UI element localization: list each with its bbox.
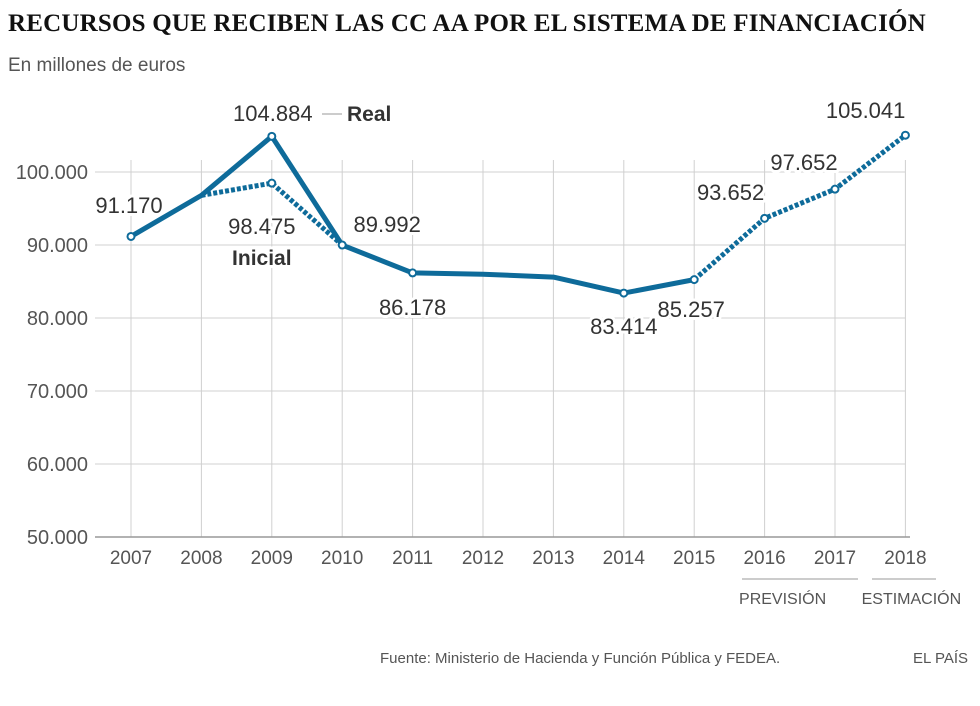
x-tick-label: 2017 [814, 548, 856, 569]
data-point-marker [337, 240, 347, 250]
data-point-marker [760, 213, 770, 223]
y-tick-label: 70.000 [27, 381, 88, 403]
data-point-marker [408, 268, 418, 278]
data-label: 86.178 [379, 295, 446, 320]
data-label: 89.992 [354, 212, 421, 237]
annotation-real: Real [347, 103, 391, 126]
data-label: 105.041 [826, 98, 906, 123]
x-tick-label: 2009 [251, 548, 293, 569]
data-point-marker [126, 231, 136, 241]
label-layer: 91.170 104.884 98.475 89.992 86.178 83.41485.… [92, 95, 908, 342]
source-note: Fuente: Ministerio de Hacienda y Función… [380, 650, 781, 667]
prevision-label: PREVISIÓN [739, 589, 826, 608]
data-label: 83.414 [590, 314, 657, 339]
data-label: 98.475 [228, 214, 295, 239]
chart-title: RECURSOS QUE RECIBEN LAS CC AA POR EL SI… [8, 10, 926, 37]
brand-label: EL PAÍS [913, 650, 969, 667]
data-label: 93.652 [697, 180, 764, 205]
data-label: 97.652 [770, 150, 837, 175]
x-tick-label: 2018 [884, 548, 926, 569]
grid-layer [95, 160, 906, 537]
estimacion-label: ESTIMACIÓN [862, 589, 962, 608]
x-tick-label: 2010 [321, 548, 363, 569]
y-tick-label: 80.000 [27, 308, 88, 330]
data-label: 85.257 [658, 297, 725, 322]
data-label: 104.884 [233, 101, 313, 126]
data-point-marker [619, 288, 629, 298]
x-tick-label: 2016 [743, 548, 785, 569]
data-point-marker [900, 130, 910, 140]
y-tick-label: 90.000 [27, 235, 88, 257]
y-tick-label: 60.000 [27, 454, 88, 476]
x-tick-label: 2015 [673, 548, 715, 569]
data-label: 91.170 [95, 193, 162, 218]
chart-subtitle: En millones de euros [8, 55, 186, 76]
data-point-marker [267, 178, 277, 188]
x-tick-label: 2012 [462, 548, 504, 569]
x-tick-label: 2007 [110, 548, 152, 569]
axis-layer: 50.000 60.000 70.000 80.000 90.000 100.000 200… [16, 162, 961, 608]
y-tick-label: 100.000 [16, 162, 88, 184]
line-layer [126, 130, 910, 298]
x-tick-label: 2013 [532, 548, 574, 569]
data-point-marker [830, 184, 840, 194]
annotation-inicial: Inicial [232, 247, 292, 270]
series-line-previsi-n-estimaci-n [692, 133, 907, 282]
series-line-inicial [200, 180, 344, 247]
y-tick-label: 50.000 [27, 527, 88, 549]
data-point-marker [689, 275, 699, 285]
data-point-marker [267, 131, 277, 141]
x-tick-label: 2008 [180, 548, 222, 569]
x-tick-label: 2014 [603, 548, 646, 569]
x-tick-label: 2011 [392, 548, 433, 569]
